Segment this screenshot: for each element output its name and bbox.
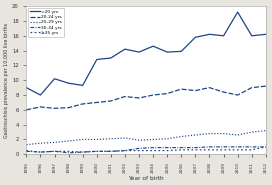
X-axis label: Year of birth: Year of birth <box>128 176 164 181</box>
Y-axis label: Gastroschisis prevalence per 10,000 live births: Gastroschisis prevalence per 10,000 live… <box>4 23 9 138</box>
Legend: <20 yrs, 20-24 yrs, 25-29 yrs, 30-34 yrs, ≥35 yrs: <20 yrs, 20-24 yrs, 25-29 yrs, 30-34 yrs… <box>28 8 64 37</box>
